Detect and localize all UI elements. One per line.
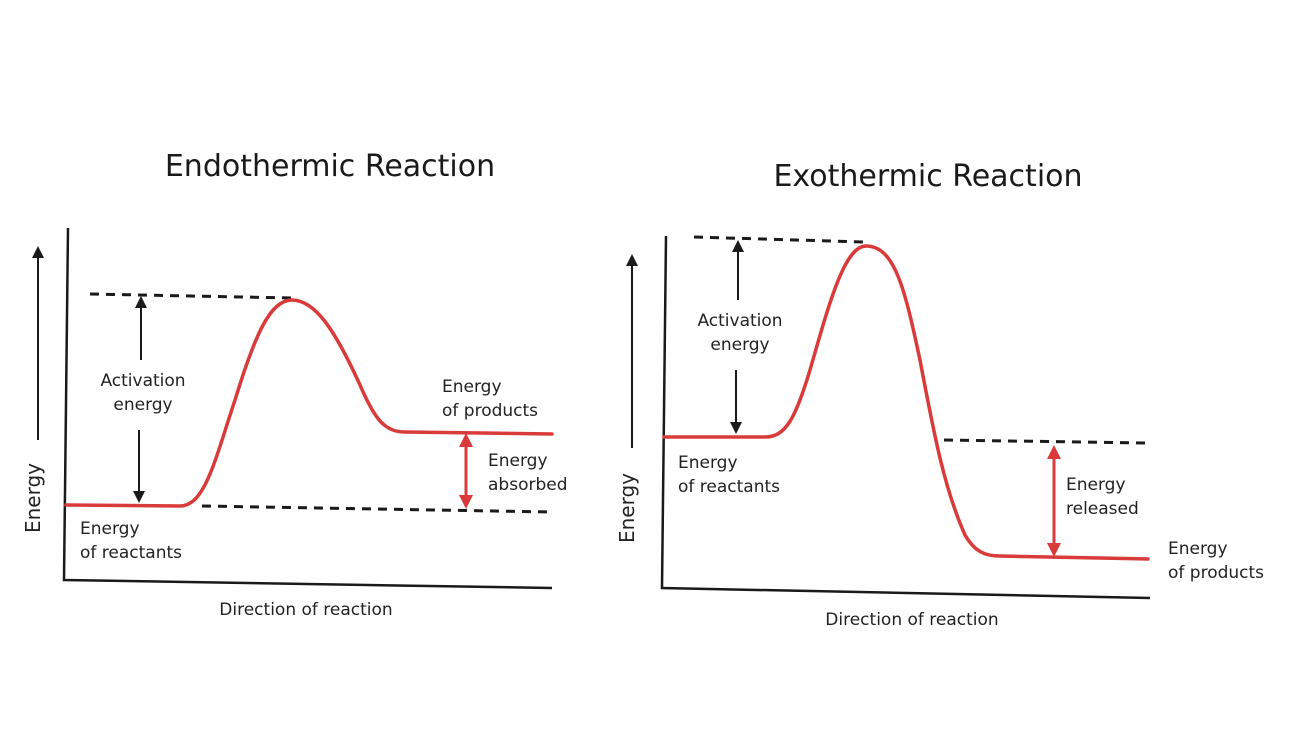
exothermic-diagram: Exothermic Reaction Energy Direction of … bbox=[615, 159, 1264, 630]
endothermic-products-label-line1: Energy bbox=[442, 377, 502, 397]
exothermic-title: Exothermic Reaction bbox=[773, 159, 1082, 194]
exothermic-reaction-curve bbox=[662, 244, 1150, 561]
endothermic-products-label-line2: of products bbox=[442, 401, 538, 421]
exothermic-released-label-line1: Energy bbox=[1066, 475, 1126, 495]
endothermic-x-label: Direction of reaction bbox=[219, 600, 392, 620]
exothermic-released-label-line2: released bbox=[1066, 499, 1139, 519]
exothermic-peak-dashed-line bbox=[693, 235, 865, 244]
exothermic-reactant-dashed-line bbox=[943, 438, 1149, 445]
exothermic-activation-label-line2: energy bbox=[710, 335, 769, 355]
endothermic-axes bbox=[62, 227, 553, 590]
endothermic-diagram: Endothermic Reaction Energy Direction of… bbox=[21, 149, 568, 620]
endothermic-reactants-label-line1: Energy bbox=[80, 519, 140, 539]
endothermic-reaction-curve bbox=[64, 298, 554, 508]
endothermic-title: Endothermic Reaction bbox=[165, 149, 495, 184]
endothermic-peak-dashed-line bbox=[89, 292, 293, 300]
endothermic-absorbed-label-line1: Energy bbox=[488, 451, 548, 471]
exothermic-x-label: Direction of reaction bbox=[825, 610, 998, 630]
exothermic-y-label: Energy bbox=[615, 473, 639, 543]
exothermic-activation-label-line1: Activation bbox=[697, 311, 782, 331]
exothermic-products-label-line1: Energy bbox=[1168, 539, 1228, 559]
endothermic-activation-label-line1: Activation bbox=[100, 371, 185, 391]
endothermic-reactant-dashed-line bbox=[201, 504, 553, 514]
endothermic-activation-label-line2: energy bbox=[113, 395, 172, 415]
exothermic-products-label-line2: of products bbox=[1168, 563, 1264, 583]
exothermic-axes bbox=[660, 235, 1151, 600]
endothermic-reactants-label-line2: of reactants bbox=[80, 543, 182, 563]
endothermic-absorbed-label-line2: absorbed bbox=[488, 475, 568, 495]
exothermic-reactants-label-line2: of reactants bbox=[678, 477, 780, 497]
exothermic-reactants-label-line1: Energy bbox=[678, 453, 738, 473]
endothermic-y-label: Energy bbox=[21, 463, 45, 533]
